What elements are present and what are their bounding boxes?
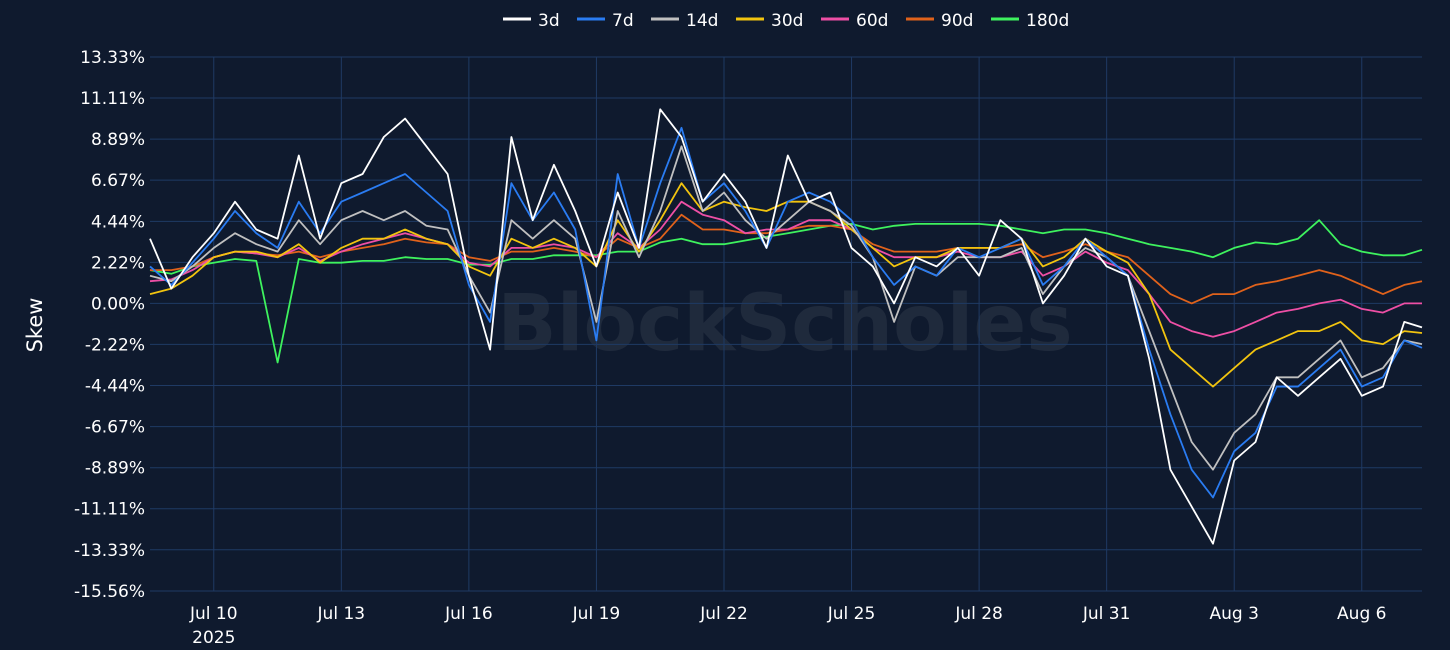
y-tick-label: -11.11% <box>74 500 145 520</box>
watermark: BlockScholes <box>497 279 1072 369</box>
series-lines <box>149 108 1423 545</box>
legend-label: 30d <box>771 11 803 31</box>
y-tick-label: -15.56% <box>74 582 145 602</box>
legend-label: 3d <box>538 11 560 31</box>
x-tick-label: Aug 6 <box>1337 604 1386 624</box>
x-tick-label: Jul 13 <box>317 604 366 624</box>
legend-item-7d[interactable]: 7d <box>577 11 634 31</box>
x-tick-year-label: 2025 <box>192 628 235 648</box>
legend-item-60d[interactable]: 60d <box>821 11 888 31</box>
legend-item-30d[interactable]: 30d <box>736 11 803 31</box>
series-line-7d <box>149 126 1423 499</box>
y-tick-label: 2.22% <box>91 253 145 273</box>
y-tick-label: 0.00% <box>91 294 145 314</box>
x-tick-label: Jul 31 <box>1082 604 1131 624</box>
legend-label: 14d <box>686 11 718 31</box>
legend-item-14d[interactable]: 14d <box>651 11 718 31</box>
y-tick-label: -4.44% <box>85 376 145 396</box>
legend-item-90d[interactable]: 90d <box>906 11 973 31</box>
series-line-180d <box>149 219 1423 364</box>
legend-label: 90d <box>941 11 973 31</box>
y-tick-label: -13.33% <box>74 541 145 561</box>
x-tick-label: Jul 25 <box>827 604 876 624</box>
y-axis-label: Skew <box>23 298 47 353</box>
series-line-3d <box>149 108 1423 545</box>
legend[interactable]: 3d 7d 14d 30d 60d 90d 180d <box>503 11 1069 31</box>
x-tick-label: Aug 3 <box>1210 604 1259 624</box>
legend-item-180d[interactable]: 180d <box>991 11 1069 31</box>
x-tick-label: Jul 22 <box>699 604 748 624</box>
x-tick-label: Jul 10 <box>189 604 238 624</box>
x-tick-label: Jul 28 <box>954 604 1003 624</box>
series-line-60d <box>149 200 1422 338</box>
legend-label: 7d <box>612 11 634 31</box>
y-tick-label: 11.11% <box>80 89 145 109</box>
y-tick-label: 13.33% <box>80 48 145 68</box>
x-tick-label: Jul 19 <box>572 604 621 624</box>
y-tick-label: 8.89% <box>91 130 145 150</box>
x-tick-label: Jul 16 <box>444 604 493 624</box>
legend-label: 180d <box>1026 11 1069 31</box>
y-tick-label: 4.44% <box>91 212 145 232</box>
y-tick-label: -2.22% <box>85 335 145 355</box>
series-line-14d <box>149 145 1423 471</box>
legend-item-3d[interactable]: 3d <box>503 11 560 31</box>
y-tick-label: -8.89% <box>85 459 145 479</box>
grid <box>150 56 1422 592</box>
x-axis: Jul 10 2025 Jul 13 Jul 16 Jul 19 Jul 22 Jul 25… <box>189 604 1386 648</box>
y-axis: 13.33% 11.11% 8.89% 6.67% 4.44% 2.22% 0.00% -2.… <box>74 48 145 602</box>
y-tick-label: -6.67% <box>85 418 145 438</box>
y-tick-label: 6.67% <box>91 171 145 191</box>
legend-label: 60d <box>856 11 888 31</box>
